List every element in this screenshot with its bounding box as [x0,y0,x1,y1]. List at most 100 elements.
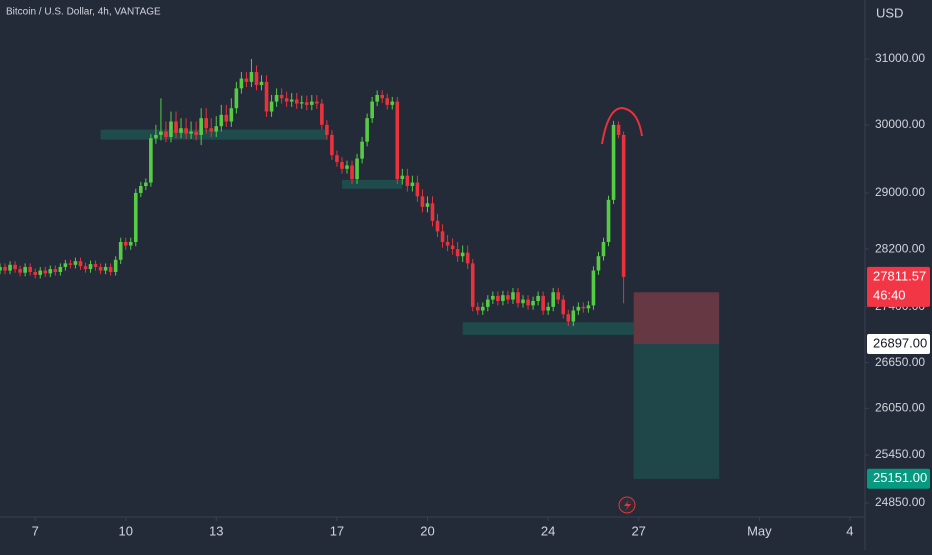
candle-body [174,121,178,133]
candle-body [375,94,379,102]
candle-body [486,299,490,307]
candle-body [244,78,249,82]
candle-body [315,101,319,104]
candle-body [28,266,32,272]
candle-body [460,252,465,257]
candle-body [219,114,224,127]
candle-body [294,99,299,104]
candle-body [370,101,374,119]
candle-body [88,264,93,270]
candle-body [144,182,148,187]
candle-body [224,114,229,122]
candle-body [586,305,591,309]
candle-body [154,134,158,139]
candle-body [380,94,385,99]
candle-body [214,126,219,132]
plot-area [0,59,720,479]
candle-body [521,299,525,304]
candle-body [23,266,27,273]
candle-body [606,199,611,242]
candle-body [33,271,38,275]
candle-body [390,101,395,105]
candle-body [511,292,515,300]
x-tick-label: 24 [541,523,555,538]
candle-body [516,292,520,304]
candle-body [491,295,495,300]
candle-body [184,128,188,134]
y-tick-label: 25450.00 [875,447,925,461]
candle-body [123,241,128,246]
price-tag-label: 25151.00 [873,470,927,485]
candle-body [350,165,354,180]
candle-body [299,102,304,104]
candle-body [199,118,203,135]
candle-body [531,301,535,306]
candle-body [596,256,601,271]
candle-body [194,131,198,135]
candle-body [284,98,289,102]
candle-body [274,94,279,102]
candle-body [581,306,586,309]
candle-body [546,306,550,311]
candle-body [93,264,98,267]
highlight-arc [601,106,643,145]
candle-body [355,158,359,180]
zone [341,179,403,189]
candle-body [234,88,239,109]
candle-body [395,101,400,180]
candle-body [400,175,405,180]
candle-body [506,295,510,300]
candle-body [480,306,485,311]
x-tick-label: 20 [420,523,434,538]
candle-body [410,182,415,187]
candle-body [0,266,2,271]
candle-body [541,295,545,311]
candle-body [43,270,48,274]
candle-body [536,295,540,302]
candle-body [259,81,264,86]
event-icon-bolt [624,500,631,511]
candle-body [103,266,108,271]
x-tick-label: 27 [631,523,645,538]
candle-body [576,306,581,311]
x-tick-label: 10 [118,523,132,538]
candle-body [63,263,68,267]
candle-body [455,249,460,257]
candle-body [556,292,561,300]
candle-body [229,108,234,122]
candle-body [360,141,364,159]
candle-body [561,299,566,315]
candle-body [450,245,455,250]
candle-body [139,186,143,193]
candle-body [551,292,556,307]
candle-body [209,128,214,132]
candle-body [325,124,329,135]
candle-body [164,131,168,137]
y-tick-label: 24850.00 [875,495,925,509]
candle-body [425,203,430,207]
candle-body [309,101,314,105]
candle-body [415,182,420,197]
candle-body [48,269,53,274]
candle-body [239,78,244,89]
candle-body [340,162,344,169]
y-tick-label: 31000.00 [875,51,925,65]
candle-body [345,165,349,169]
candle-body [83,266,88,270]
candle-body [118,241,123,260]
candle-body [58,266,63,272]
price-tag [867,334,930,355]
candle-body [53,269,58,272]
y-tick-label: 29000.00 [875,185,925,199]
candle-body [38,270,43,275]
candle-body [189,131,193,134]
x-tick-label: 7 [32,523,39,538]
candle-body [440,231,445,242]
candle-body [571,310,576,322]
zone [633,292,720,345]
candle-body [264,81,269,112]
candle-body [18,269,22,273]
candle-body [621,134,626,277]
candle-body [385,98,390,105]
